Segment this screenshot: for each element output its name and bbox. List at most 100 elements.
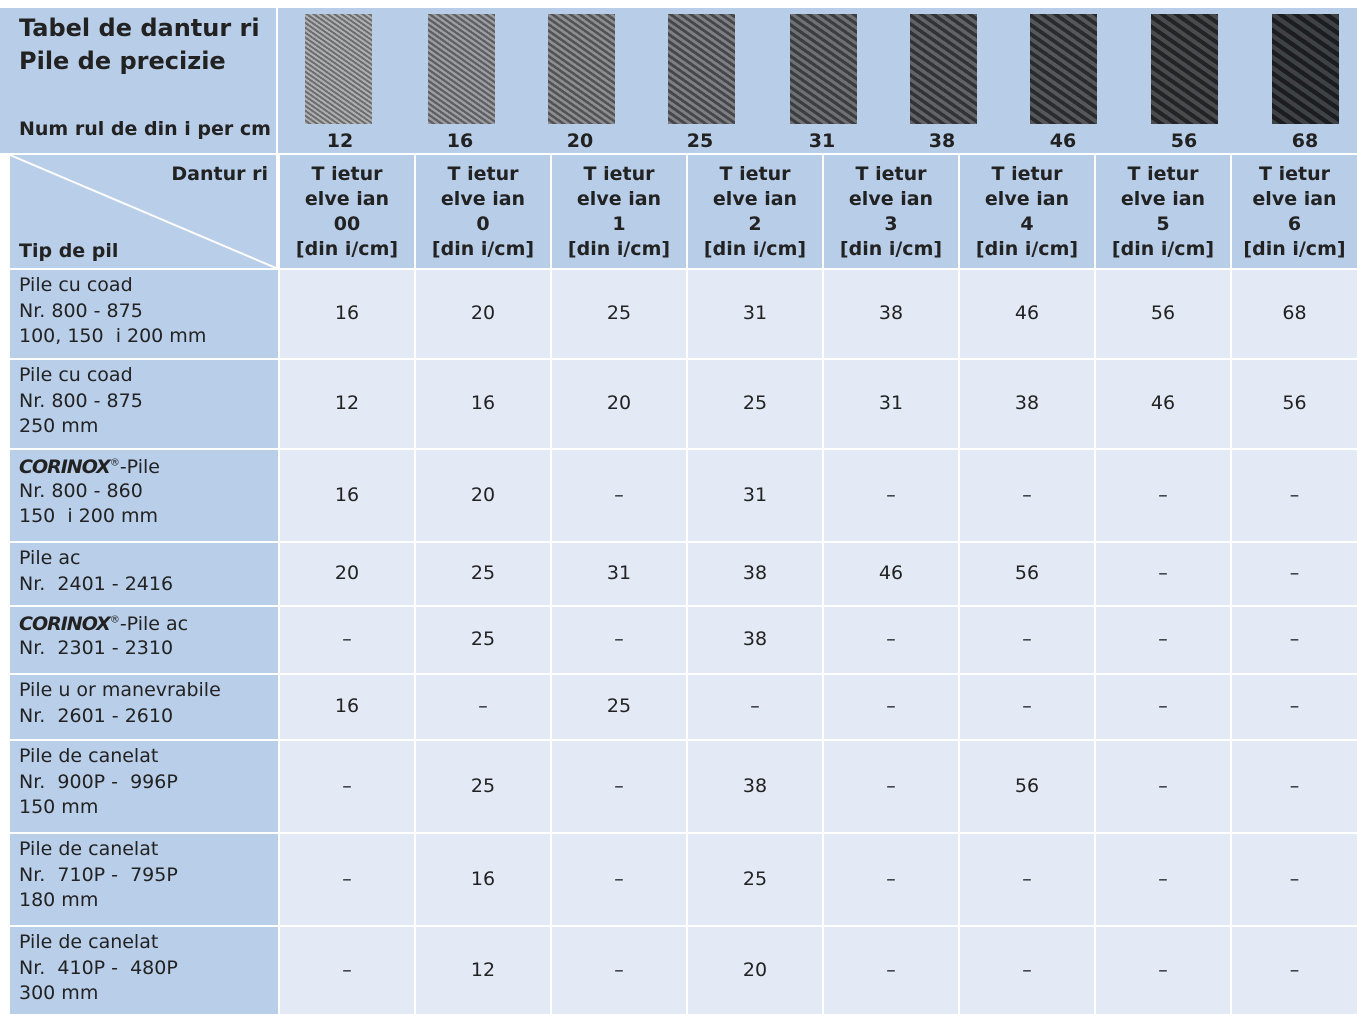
column-header-line: 5 (1156, 213, 1170, 235)
column-header: T ietur elve ian 6 [din i/cm] (1232, 155, 1357, 268)
column-header: T ietur elve ian 0 [din i/cm] (416, 155, 550, 268)
column-header-line: 2 (748, 213, 762, 235)
row-label: Pile cu coad (19, 364, 133, 386)
cell: – (824, 834, 958, 925)
column-header: T ietur elve ian 1 [din i/cm] (552, 155, 686, 268)
cell: – (688, 675, 822, 739)
cell: – (1232, 607, 1357, 673)
cell: 31 (824, 360, 958, 448)
cell-value: 25 (470, 628, 496, 650)
cell: – (960, 450, 1094, 541)
cell-value: 12 (334, 392, 360, 414)
column-header-line: 0 (476, 213, 490, 235)
cell-value: – (1022, 483, 1032, 506)
cell-value: 56 (1150, 302, 1176, 324)
cell-value: – (342, 774, 352, 797)
column-header-line: [din i/cm] (703, 238, 807, 260)
cell-value: – (614, 628, 624, 650)
cell: – (1096, 450, 1230, 541)
cell: 12 (280, 360, 414, 448)
cell-value: – (1289, 562, 1300, 584)
row-label: Pile de canelat (19, 838, 159, 860)
cell-value: 56 (1014, 562, 1040, 584)
cell-value: – (886, 958, 896, 981)
cell: 56 (1096, 270, 1230, 358)
cell: 16 (280, 675, 414, 739)
row-label: Pile de canelat (19, 931, 159, 953)
row-label: 150 i 200 mm (19, 505, 158, 527)
cell: 16 (416, 834, 550, 925)
row-label: Nr. 800 - 875 (19, 389, 143, 412)
row-label: Nr. 800 - 860 (19, 479, 143, 502)
texture-image (668, 14, 735, 124)
cell: – (1232, 675, 1357, 739)
cell-value: 25 (606, 695, 632, 717)
row-label: Pile ac (19, 547, 81, 569)
cell-value: 38 (742, 562, 768, 584)
cell: 56 (960, 741, 1094, 832)
column-header-line: 3 (884, 213, 898, 235)
cell-value: – (1289, 867, 1300, 890)
column-header: T ietur elve ian 4 [din i/cm] (960, 155, 1094, 268)
brand-suffix: -Pile ac (119, 613, 189, 635)
row-label: Nr. 410P - 480P (19, 956, 178, 979)
row-label: Nr. 800 - 875 (19, 299, 143, 322)
sample-label: 12 (326, 130, 354, 152)
cell: – (1232, 741, 1357, 832)
cell-value: – (1158, 774, 1168, 797)
cell-value: 16 (334, 695, 360, 717)
column-header-line: elve ian (304, 188, 390, 210)
cell-value: 25 (470, 774, 496, 797)
cell: 68 (1232, 270, 1357, 358)
column-header-line: T ietur (991, 163, 1063, 185)
cell: 46 (960, 270, 1094, 358)
cell-value: 46 (1014, 302, 1040, 324)
column-header-line: T ietur (583, 163, 655, 185)
row-label-cell: Pile cu coad Nr. 800 - 875 100, 150 i 200 … (10, 270, 278, 358)
row-label-cell: Pile de canelat Nr. 900P - 996P 150 mm (10, 741, 278, 832)
corner-top: Dantur ri (171, 163, 268, 185)
cell-value: 20 (470, 302, 496, 324)
sample-label: 20 (566, 130, 594, 152)
cell: – (1232, 927, 1357, 1014)
column-header-line: [din i/cm] (975, 238, 1079, 260)
cell-value: – (750, 695, 760, 717)
cell: – (552, 834, 686, 925)
cell-value: – (886, 628, 896, 650)
column-header-line: elve ian (984, 188, 1070, 210)
brand-mark: ® (109, 457, 120, 469)
cell-value: 16 (334, 302, 360, 324)
cell: – (1096, 607, 1230, 673)
sample-label: 68 (1291, 130, 1319, 152)
cell-value: – (1289, 628, 1300, 650)
cell: 25 (688, 834, 822, 925)
cell: 31 (688, 450, 822, 541)
cell: – (1096, 741, 1230, 832)
cell: – (960, 927, 1094, 1014)
cell-value: 16 (470, 867, 496, 890)
cell: 16 (280, 450, 414, 541)
row-label-cell: Pile cu coad Nr. 800 - 875 250 mm (10, 360, 278, 448)
column-header-line: elve ian (1120, 188, 1206, 210)
cell-value: 31 (606, 562, 632, 584)
cell: 25 (552, 675, 686, 739)
column-header: T ietur elve ian 3 [din i/cm] (824, 155, 958, 268)
column-header-line: 6 (1287, 213, 1302, 235)
cell: 46 (824, 543, 958, 605)
cell: – (280, 741, 414, 832)
sample-label: 25 (686, 130, 714, 152)
cell-value: 38 (742, 628, 768, 650)
cell-value: – (1289, 774, 1300, 797)
column-header: T ietur elve ian 00 [din i/cm] (280, 155, 414, 268)
cell: – (552, 927, 686, 1014)
column-header: T ietur elve ian 5 [din i/cm] (1096, 155, 1230, 268)
sample-label: 38 (928, 130, 956, 152)
cell-value: 38 (878, 302, 904, 324)
cell: – (1096, 834, 1230, 925)
texture-image (428, 14, 495, 124)
column-header-line: elve ian (848, 188, 934, 210)
cell-value: – (1022, 958, 1032, 981)
cell: – (824, 675, 958, 739)
cell: – (280, 927, 414, 1014)
